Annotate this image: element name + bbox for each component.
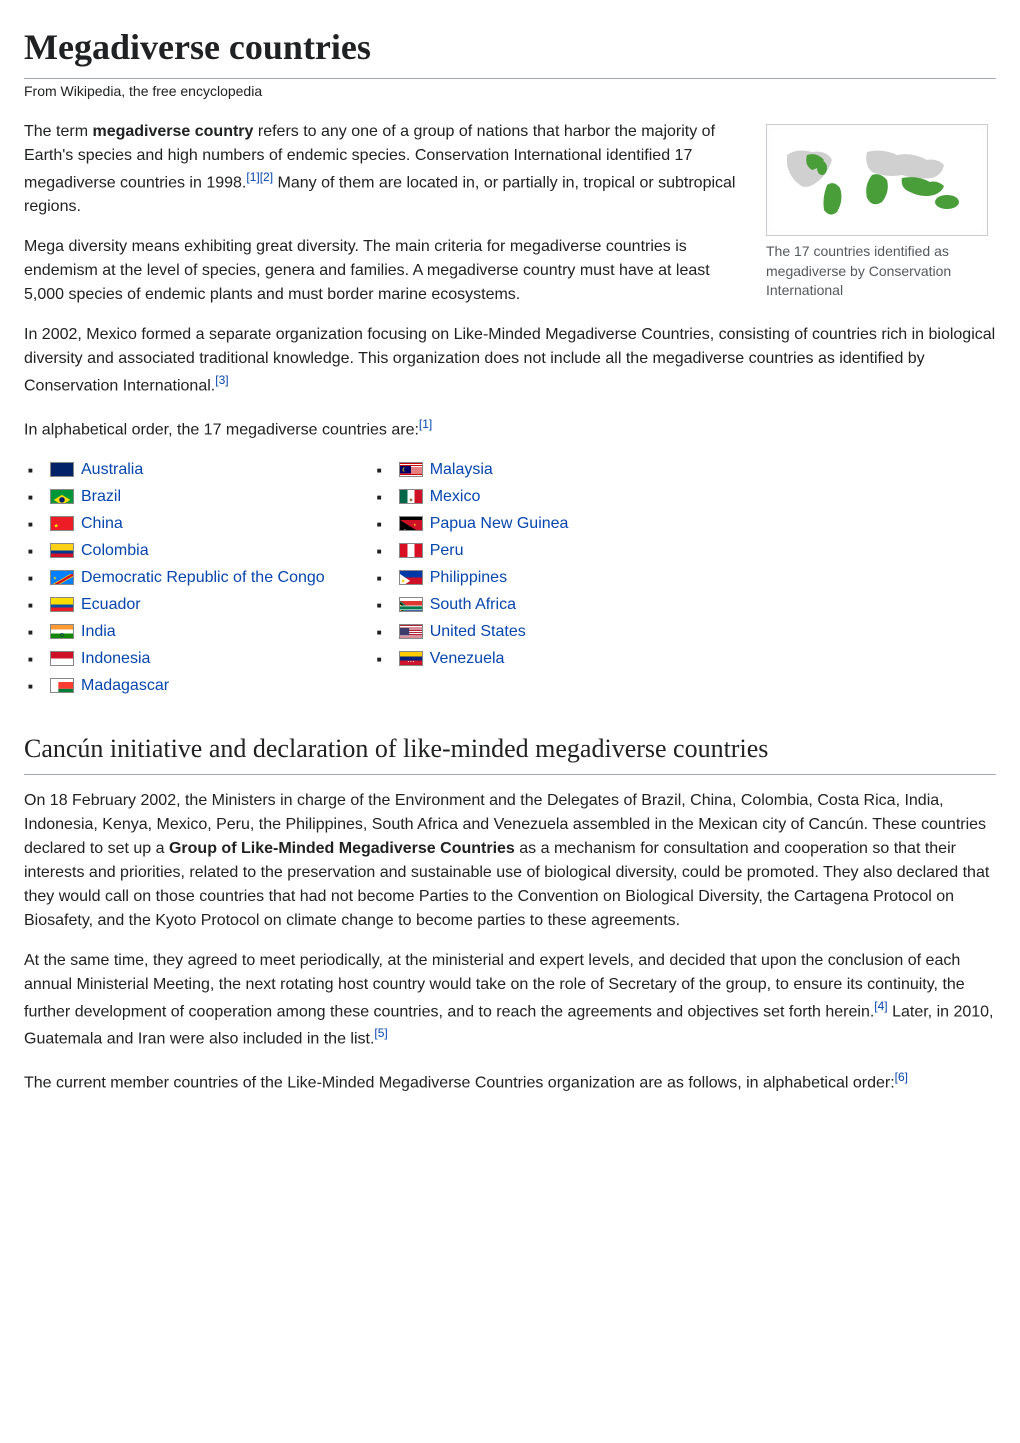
flag-icon: ★ bbox=[50, 570, 74, 585]
flag-icon bbox=[50, 678, 74, 693]
ref-link-3[interactable]: [3] bbox=[215, 373, 228, 387]
list-item: Ecuador bbox=[42, 593, 325, 617]
flag-icon bbox=[50, 597, 74, 612]
intro-text: In 2002, Mexico formed a separate organi… bbox=[24, 326, 995, 394]
list-item: Brazil bbox=[42, 485, 325, 509]
list-item: Colombia bbox=[42, 539, 325, 563]
country-link[interactable]: Madagascar bbox=[81, 674, 169, 698]
flag-icon bbox=[399, 543, 423, 558]
flag-icon bbox=[399, 570, 423, 585]
intro-text: The term bbox=[24, 123, 92, 140]
ref-link-5[interactable]: [5] bbox=[374, 1026, 387, 1040]
flag-icon bbox=[399, 624, 423, 639]
flag-icon bbox=[50, 489, 74, 504]
country-link[interactable]: Papua New Guinea bbox=[430, 512, 569, 536]
country-link[interactable]: Malaysia bbox=[430, 458, 493, 482]
country-link[interactable]: South Africa bbox=[430, 593, 516, 617]
intro-bold-term: megadiverse country bbox=[92, 123, 253, 140]
list-item: ★ Democratic Republic of the Congo bbox=[42, 566, 325, 590]
flag-icon bbox=[50, 462, 74, 477]
country-link[interactable]: Ecuador bbox=[81, 593, 141, 617]
flag-icon bbox=[50, 624, 74, 639]
page-subtitle: From Wikipedia, the free encyclopedia bbox=[24, 81, 996, 102]
countries-column-2: MalaysiaMexico✦✦Papua New GuineaPeruPhil… bbox=[373, 458, 569, 701]
countries-column-1: Australia Brazil ★ China Colombia ★ Democratic… bbox=[24, 458, 325, 701]
country-link[interactable]: China bbox=[81, 512, 123, 536]
list-item: United States bbox=[391, 620, 569, 644]
section-paragraph-3: The current member countries of the Like… bbox=[24, 1068, 996, 1095]
list-item: Malaysia bbox=[391, 458, 569, 482]
list-item: ★ China bbox=[42, 512, 325, 536]
list-item: Mexico bbox=[391, 485, 569, 509]
section-text: At the same time, they agreed to meet pe… bbox=[24, 952, 965, 1020]
country-link[interactable]: United States bbox=[430, 620, 526, 644]
countries-list-container: Australia Brazil ★ China Colombia ★ Democratic… bbox=[24, 458, 996, 701]
section-heading-cancun: Cancún initiative and declaration of lik… bbox=[24, 729, 996, 775]
country-link[interactable]: Venezuela bbox=[430, 647, 505, 671]
section-paragraph-1: On 18 February 2002, the Ministers in ch… bbox=[24, 789, 996, 933]
flag-icon bbox=[399, 489, 423, 504]
ref-link-4[interactable]: [4] bbox=[874, 999, 887, 1013]
country-link[interactable]: Democratic Republic of the Congo bbox=[81, 566, 325, 590]
flag-icon: ✦✦ bbox=[399, 516, 423, 531]
list-item: ✦ ✦ ✦ Venezuela bbox=[391, 647, 569, 671]
svg-text:★: ★ bbox=[53, 575, 58, 580]
country-link[interactable]: Indonesia bbox=[81, 647, 150, 671]
page-title: Megadiverse countries bbox=[24, 20, 996, 79]
list-item: India bbox=[42, 620, 325, 644]
country-link[interactable]: India bbox=[81, 620, 116, 644]
list-item: South Africa bbox=[391, 593, 569, 617]
map-caption: The 17 countries identified as megadiver… bbox=[766, 242, 996, 301]
section-bold-term: Group of Like-Minded Megadiverse Countri… bbox=[169, 840, 515, 857]
flag-icon bbox=[399, 462, 423, 477]
country-link[interactable]: Brazil bbox=[81, 485, 121, 509]
svg-text:✦: ✦ bbox=[403, 528, 406, 532]
world-map-icon bbox=[772, 130, 982, 230]
ref-link-1b[interactable]: [1] bbox=[419, 417, 432, 431]
flag-icon bbox=[50, 543, 74, 558]
country-link[interactable]: Philippines bbox=[430, 566, 507, 590]
list-item: Peru bbox=[391, 539, 569, 563]
list-item: Indonesia bbox=[42, 647, 325, 671]
ref-link-6[interactable]: [6] bbox=[895, 1070, 908, 1084]
country-link[interactable]: Mexico bbox=[430, 485, 481, 509]
flag-icon: ★ bbox=[50, 516, 74, 531]
ref-link-1[interactable]: [1] bbox=[246, 170, 259, 184]
intro-paragraph-3: In 2002, Mexico formed a separate organi… bbox=[24, 323, 996, 398]
list-item: Australia bbox=[42, 458, 325, 482]
country-link[interactable]: Australia bbox=[81, 458, 143, 482]
list-item: ✦✦Papua New Guinea bbox=[391, 512, 569, 536]
map-thumbnail[interactable] bbox=[766, 124, 988, 236]
svg-text:★: ★ bbox=[54, 522, 59, 529]
section-text: The current member countries of the Like… bbox=[24, 1074, 895, 1091]
country-link[interactable]: Peru bbox=[430, 539, 464, 563]
svg-text:✦ ✦ ✦: ✦ ✦ ✦ bbox=[407, 660, 414, 663]
ref-link-2[interactable]: [2] bbox=[260, 170, 273, 184]
section-paragraph-2: At the same time, they agreed to meet pe… bbox=[24, 949, 996, 1052]
svg-text:✦: ✦ bbox=[413, 522, 417, 527]
list-item: Madagascar bbox=[42, 674, 325, 698]
intro-paragraph-4: In alphabetical order, the 17 megadivers… bbox=[24, 415, 996, 442]
infobox: The 17 countries identified as megadiver… bbox=[766, 124, 996, 301]
flag-icon: ✦ ✦ ✦ bbox=[399, 651, 423, 666]
flag-icon bbox=[50, 651, 74, 666]
country-link[interactable]: Colombia bbox=[81, 539, 149, 563]
intro-text: In alphabetical order, the 17 megadivers… bbox=[24, 421, 419, 438]
list-item: Philippines bbox=[391, 566, 569, 590]
flag-icon bbox=[399, 597, 423, 612]
